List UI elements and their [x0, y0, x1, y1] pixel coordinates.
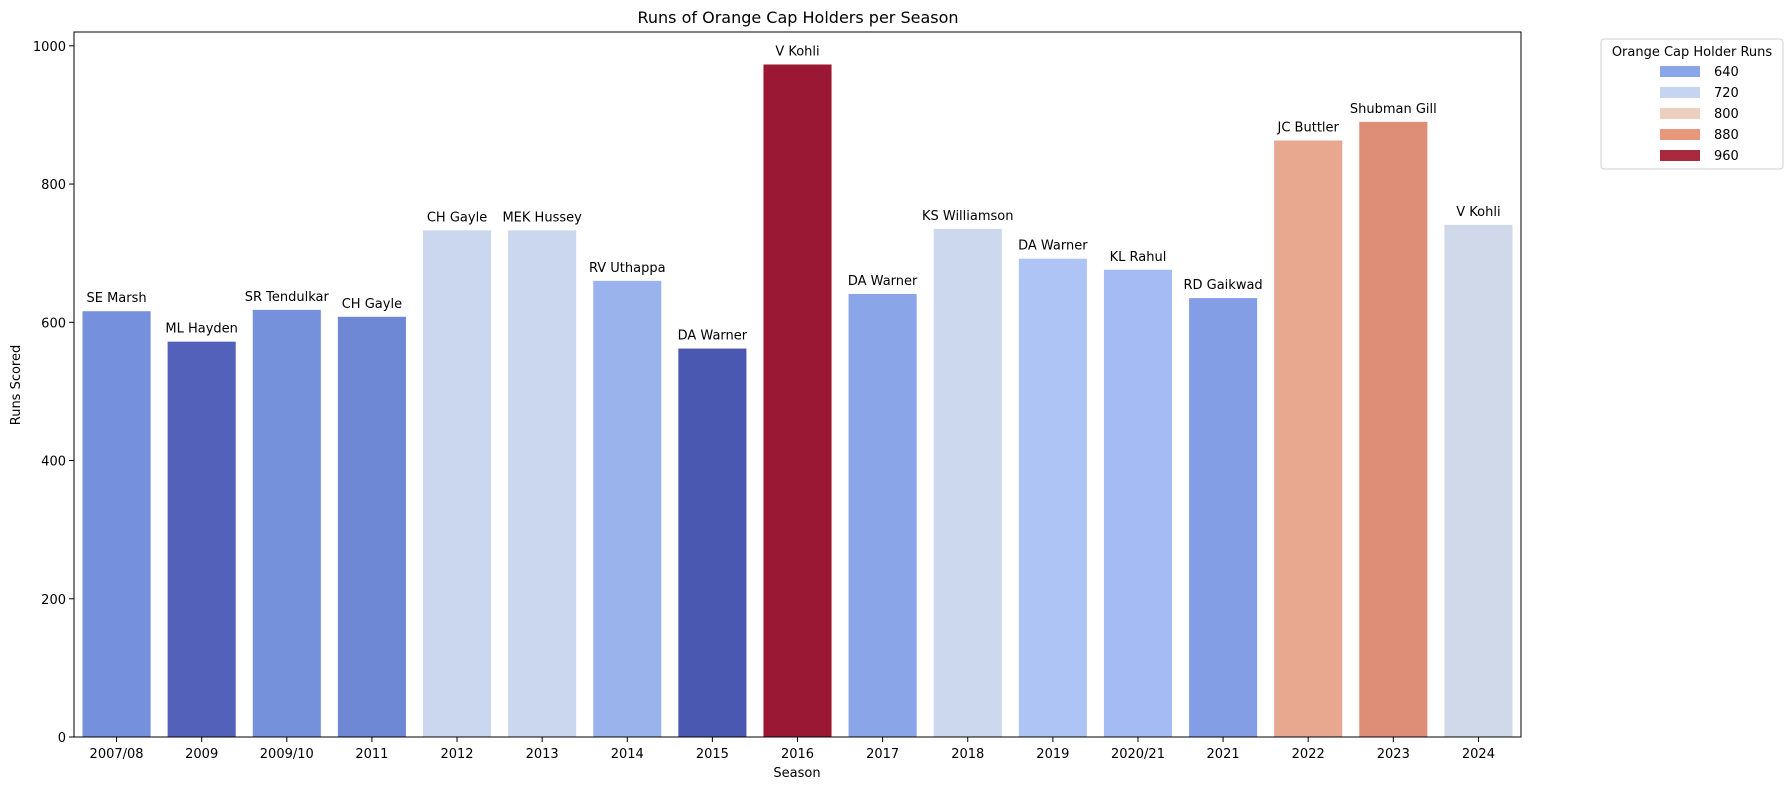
x-tick-label: 2016 — [781, 747, 814, 762]
bar — [593, 280, 662, 737]
bar-data-label: KS Williamson — [922, 209, 1014, 224]
x-tick-label: 2017 — [866, 747, 899, 762]
bar — [678, 348, 747, 737]
x-tick-label: 2019 — [1036, 747, 1069, 762]
bar — [1444, 224, 1513, 737]
x-tick-label: 2012 — [440, 747, 473, 762]
bar — [1018, 258, 1087, 737]
bar-data-label: DA Warner — [678, 329, 748, 344]
x-tick-label: 2024 — [1462, 747, 1495, 762]
y-axis: 0 200 400 600 800 1000 — [33, 40, 74, 746]
bar — [1359, 121, 1428, 737]
x-tick-label: 2009 — [185, 747, 218, 762]
bar — [508, 230, 577, 737]
x-axis: 2007/08 2009 2009/10 2011 2012 2013 2014 2015 20… — [90, 737, 1495, 762]
plot-frame — [73, 31, 1522, 738]
x-tick-label: 2011 — [355, 747, 388, 762]
legend-entry-label: 640 — [1714, 65, 1739, 80]
y-tick-label: 200 — [41, 593, 66, 608]
bar — [422, 230, 492, 737]
legend-entry-label: 800 — [1714, 107, 1739, 122]
bar — [82, 311, 151, 737]
legend-swatch — [1660, 66, 1700, 77]
x-tick-label: 2023 — [1377, 747, 1410, 762]
legend-swatch — [1660, 87, 1700, 98]
bar-data-label: MEK Hussey — [502, 210, 582, 225]
bar — [763, 64, 832, 737]
bar — [848, 293, 917, 737]
bar-data-label: DA Warner — [1018, 239, 1088, 254]
y-tick-label: 800 — [41, 178, 66, 193]
x-tick-label: 2009/10 — [260, 747, 314, 762]
y-tick-label: 400 — [41, 455, 66, 470]
bar — [1274, 140, 1343, 737]
y-tick-label: 600 — [41, 316, 66, 331]
legend-frame — [1600, 38, 1784, 170]
bar-data-label: SR Tendulkar — [245, 290, 330, 305]
x-tick-label: 2020/21 — [1111, 747, 1165, 762]
bar-data-label: SE Marsh — [86, 291, 146, 306]
bars-group — [82, 64, 1513, 737]
bar-data-label: CH Gayle — [427, 210, 487, 225]
legend-entry-label: 960 — [1714, 149, 1739, 164]
bar-data-label: Shubman Gill — [1350, 102, 1437, 117]
legend-swatch — [1660, 129, 1700, 140]
bar — [167, 341, 236, 737]
legend-swatch — [1660, 150, 1700, 161]
bar-data-label: V Kohli — [1456, 205, 1500, 220]
legend-entry-label: 720 — [1714, 86, 1739, 101]
legend-swatch — [1660, 108, 1700, 119]
legend-entries: 640 720 800 880 960 — [1660, 65, 1739, 164]
x-tick-label: 2013 — [526, 747, 559, 762]
x-tick-label: 2021 — [1207, 747, 1240, 762]
bar — [1103, 269, 1173, 737]
bar-data-label: ML Hayden — [165, 322, 238, 337]
legend-title: Orange Cap Holder Runs — [1612, 45, 1773, 60]
bar — [337, 316, 406, 737]
bar — [252, 309, 321, 737]
y-tick-label: 0 — [58, 731, 66, 746]
x-axis-label: Season — [773, 766, 820, 781]
bar-data-label: DA Warner — [848, 274, 918, 289]
bar-data-label: RD Gaikwad — [1183, 278, 1262, 293]
bar — [1189, 298, 1258, 737]
x-tick-label: 2007/08 — [90, 747, 144, 762]
bar-data-label: CH Gayle — [342, 297, 402, 312]
x-tick-label: 2014 — [611, 747, 644, 762]
y-tick-label: 1000 — [33, 40, 66, 55]
bar-data-label: RV Uthappa — [589, 261, 666, 276]
bar — [933, 228, 1002, 737]
bar-data-label: V Kohli — [775, 44, 819, 59]
x-tick-label: 2022 — [1292, 747, 1325, 762]
x-tick-label: 2015 — [696, 747, 729, 762]
legend-entry-label: 880 — [1714, 128, 1739, 143]
legend: Orange Cap Holder Runs 640 720 800 880 960 — [1600, 38, 1784, 170]
chart-title: Runs of Orange Cap Holders per Season — [637, 8, 958, 27]
y-axis-label: Runs Scored — [9, 345, 24, 426]
x-tick-label: 2018 — [951, 747, 984, 762]
bar-data-label: KL Rahul — [1110, 250, 1167, 265]
bar-data-label: JC Buttler — [1277, 121, 1340, 136]
bar-labels-group: SE Marsh ML Hayden SR Tendulkar CH Gayle CH … — [86, 44, 1500, 343]
